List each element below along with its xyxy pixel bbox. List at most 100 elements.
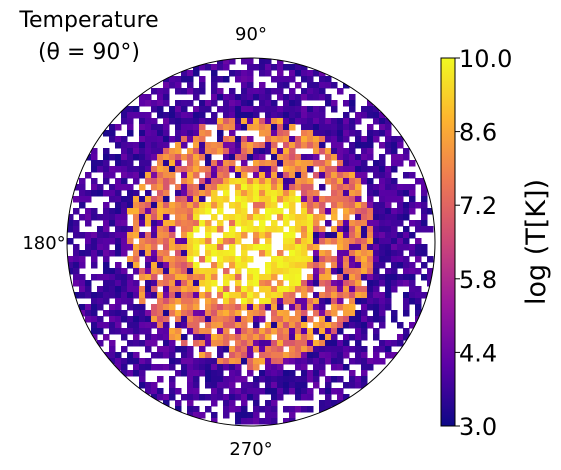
field-cell [157,268,164,275]
field-cell [181,244,188,251]
field-cell [205,274,212,281]
chart-title-line1: Temperature [18,8,158,33]
field-cell [175,322,182,329]
field-cell [391,226,398,233]
field-cell [187,394,194,401]
field-cell [73,268,80,275]
field-cell [325,334,332,341]
field-cell [229,58,236,65]
field-cell [235,76,242,83]
field-cell [259,418,266,425]
field-cell [427,226,434,233]
field-cell [211,412,218,419]
field-cell [199,412,206,419]
field-cell [295,136,302,143]
field-cell [115,316,122,323]
field-cell [127,304,134,311]
field-cell [181,238,188,245]
field-cell [127,154,134,161]
field-cell [169,352,176,359]
field-cell [103,178,110,185]
field-cell [301,124,308,131]
field-cell [319,406,326,413]
field-cell [343,268,350,275]
field-cell [199,310,206,317]
field-cell [337,322,344,329]
field-cell [223,172,230,179]
field-cell [259,172,266,179]
field-cell [307,388,314,395]
field-cell [217,292,224,299]
field-cell [229,310,236,317]
field-cell [271,172,278,179]
field-cell [187,136,194,143]
field-cell [157,232,164,239]
field-cell [235,154,242,161]
field-cell [361,358,368,365]
field-cell [187,280,194,287]
field-cell [319,196,326,203]
field-cell [385,250,392,257]
field-cell [175,274,182,281]
field-cell [163,76,170,83]
field-cell [247,142,254,149]
field-cell [205,238,212,245]
field-cell [85,286,92,293]
field-cell [337,352,344,359]
field-cell [217,94,224,101]
field-cell [313,256,320,263]
field-cell [223,154,230,161]
field-cell [235,124,242,131]
field-cell [253,172,260,179]
field-cell [361,352,368,359]
polar-axis-circle [66,57,436,427]
field-cell [289,124,296,131]
field-cell [217,166,224,173]
field-cell [343,244,350,251]
field-cell [265,406,272,413]
field-cell [337,202,344,209]
field-cell [265,292,272,299]
field-cell [349,148,356,155]
field-cell [151,196,158,203]
field-cell [175,208,182,215]
field-cell [91,250,98,257]
field-cell [241,160,248,167]
field-cell [73,232,80,239]
field-cell [139,148,146,155]
field-cell [283,154,290,161]
field-cell [337,118,344,125]
field-cell [319,82,326,89]
field-cell [295,388,302,395]
field-cell [133,364,140,371]
field-cell [301,130,308,137]
field-cell [181,304,188,311]
field-cell [181,196,188,203]
field-cell [199,100,206,107]
field-cell [211,394,218,401]
field-cell [355,280,362,287]
field-cell [361,160,368,167]
field-cell [295,64,302,71]
field-cell [313,298,320,305]
field-cell [271,304,278,311]
field-cell [199,238,206,245]
field-cell [121,250,128,257]
field-cell [85,190,92,197]
field-cell [289,208,296,215]
field-cell [331,142,338,149]
field-cell [97,250,104,257]
field-cell [277,94,284,101]
field-cell [271,394,278,401]
field-cell [283,334,290,341]
field-cell [325,130,332,137]
field-cell [109,304,116,311]
field-cell [283,184,290,191]
field-cell [133,202,140,209]
field-cell [373,130,380,137]
field-cell [271,64,278,71]
field-cell [319,130,326,137]
field-cell [247,184,254,191]
field-cell [163,238,170,245]
field-cell [169,172,176,179]
